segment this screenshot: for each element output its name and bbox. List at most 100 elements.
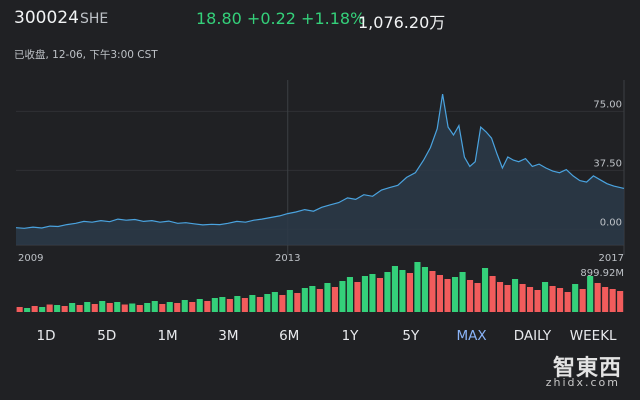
x-tick-label: 2009 xyxy=(18,253,43,264)
current-price: 18.80 xyxy=(196,9,242,28)
volume-bar xyxy=(159,304,166,312)
tab-6m[interactable]: 6M xyxy=(279,328,300,344)
change-value: +0.22 xyxy=(246,9,296,28)
price-area xyxy=(16,94,624,245)
quote-header: 300024 SHE 18.80 +0.22 +1.18% 1,076.20万 … xyxy=(0,0,640,70)
tab-3m[interactable]: 3M xyxy=(218,328,239,344)
watermark-logo: 智東西 zhidx.com xyxy=(534,346,634,394)
volume-bar xyxy=(421,267,428,312)
volume-bar xyxy=(474,283,481,312)
y-tick-label: 37.50 xyxy=(593,158,622,169)
volume-bar xyxy=(361,276,368,312)
volume-bar xyxy=(557,288,564,312)
tab-weekl[interactable]: WEEKL xyxy=(569,328,617,344)
volume-bar xyxy=(331,287,338,312)
volume-bar xyxy=(549,286,556,312)
volume-bar xyxy=(391,266,398,312)
volume-bar xyxy=(489,276,496,312)
volume-bar xyxy=(309,286,316,312)
volume-bar xyxy=(226,299,233,312)
price-line xyxy=(15,94,625,229)
volume-bar xyxy=(241,298,248,312)
tab-1d[interactable]: 1D xyxy=(36,328,56,344)
volume-bar xyxy=(316,289,323,312)
change-percent: +1.18% xyxy=(301,9,366,28)
volume-bar xyxy=(406,273,413,312)
volume-bar xyxy=(84,302,91,312)
volume-max-label: 899.92M xyxy=(580,268,624,279)
volume-bar xyxy=(211,298,218,312)
volume-bar xyxy=(76,305,83,312)
price-chart[interactable]: 75.00 37.50 0.00 2009 2013 2017 899.92M xyxy=(0,0,640,318)
volume-bar xyxy=(369,274,376,312)
volume-bar xyxy=(279,295,286,312)
volume-bar xyxy=(602,287,609,312)
tab-1m[interactable]: 1M xyxy=(157,328,178,344)
volume-bar xyxy=(504,285,511,312)
volume-bar xyxy=(61,306,68,312)
tab-5y[interactable]: 5Y xyxy=(402,328,420,344)
volume-bar xyxy=(144,303,151,312)
volume-bar xyxy=(286,290,293,312)
watermark-cn: 智東西 xyxy=(552,356,622,381)
watermark-en: zhidx.com xyxy=(545,376,620,389)
volume-bar xyxy=(294,293,301,312)
volume-bar xyxy=(121,304,128,312)
y-axis-ticks: 75.00 37.50 0.00 xyxy=(593,99,622,228)
volume-bar xyxy=(346,277,353,312)
volume-bar xyxy=(204,301,211,312)
stock-symbol: 300024 xyxy=(14,8,79,28)
market-status: 已收盘, 12-06, 下午3:00 CST xyxy=(14,49,158,61)
volume-bar xyxy=(414,262,421,312)
volume-bar xyxy=(609,289,616,312)
volume-bar xyxy=(527,287,534,312)
volume-bar xyxy=(39,307,46,312)
volume-bar xyxy=(436,275,443,312)
volume-bar xyxy=(271,292,278,312)
volume-bar xyxy=(429,271,436,312)
volume-bar xyxy=(99,301,106,312)
volume-bar xyxy=(69,303,76,312)
volume-bar xyxy=(46,304,53,312)
volume-bar xyxy=(129,303,136,312)
volume-bar xyxy=(384,272,391,312)
exchange-code: SHE xyxy=(80,11,109,27)
volume-bar xyxy=(459,272,466,312)
volume-bar xyxy=(181,300,188,312)
volume-bar xyxy=(24,308,31,312)
volume-bar xyxy=(452,277,459,312)
y-tick-label: 0.00 xyxy=(600,217,622,228)
volume-bar xyxy=(594,283,601,312)
volume-bar xyxy=(444,279,451,312)
volume-bar xyxy=(542,282,549,312)
volume-bar xyxy=(572,284,579,312)
volume-bar xyxy=(151,301,158,312)
volume-bar xyxy=(31,306,38,312)
volume-bar xyxy=(91,304,98,312)
volume-bar xyxy=(16,307,23,312)
volume-bar xyxy=(482,268,489,312)
volume-bar xyxy=(249,295,256,312)
volume-bar xyxy=(519,284,526,312)
volume-bar xyxy=(234,296,241,312)
volume-bar xyxy=(301,288,308,312)
volume-bar xyxy=(196,299,203,312)
volume-bar xyxy=(219,297,226,312)
volume-bar xyxy=(587,276,594,312)
y-tick-label: 75.00 xyxy=(593,99,622,110)
volume-bar xyxy=(54,305,61,312)
range-tabs: 1D 5D 1M 3M 6M 1Y 5Y MAX DAILY WEEKL xyxy=(0,318,640,358)
volume-bars xyxy=(16,262,624,312)
volume-bar xyxy=(617,291,624,312)
tab-max[interactable]: MAX xyxy=(456,328,487,344)
tab-5d[interactable]: 5D xyxy=(97,328,117,344)
price-change: 18.80 +0.22 +1.18% xyxy=(196,9,365,28)
volume-bar xyxy=(174,303,181,312)
tab-daily[interactable]: DAILY xyxy=(513,328,552,344)
volume-bar xyxy=(512,279,519,312)
volume-bar xyxy=(467,280,474,312)
tab-1y[interactable]: 1Y xyxy=(341,328,359,344)
x-tick-label: 2013 xyxy=(275,253,300,264)
volume-bar xyxy=(399,270,406,312)
volume-bar xyxy=(579,289,586,312)
